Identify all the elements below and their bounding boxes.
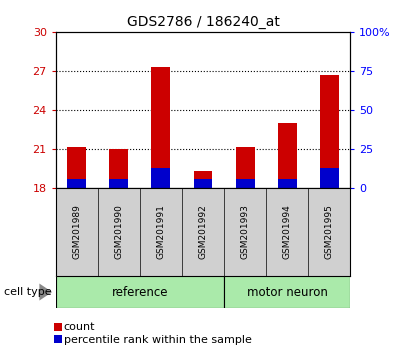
Bar — [278, 123, 297, 188]
Text: GSM201993: GSM201993 — [240, 204, 250, 259]
Text: GSM201995: GSM201995 — [325, 204, 334, 259]
Text: percentile rank within the sample: percentile rank within the sample — [64, 335, 252, 345]
Bar — [151, 67, 170, 188]
Text: reference: reference — [111, 286, 168, 298]
Text: GSM201992: GSM201992 — [199, 205, 207, 259]
Bar — [56, 276, 224, 308]
Text: count: count — [64, 322, 95, 332]
Polygon shape — [39, 284, 52, 301]
Bar — [109, 149, 128, 188]
Text: GSM201989: GSM201989 — [72, 204, 81, 259]
Bar — [151, 168, 170, 188]
Text: GSM201994: GSM201994 — [283, 205, 292, 259]
Bar — [320, 75, 339, 188]
Bar — [224, 276, 350, 308]
Text: cell type: cell type — [4, 287, 52, 297]
Bar — [109, 178, 128, 188]
Text: motor neuron: motor neuron — [247, 286, 328, 298]
Bar — [236, 178, 255, 188]
Title: GDS2786 / 186240_at: GDS2786 / 186240_at — [127, 16, 279, 29]
Bar — [278, 178, 297, 188]
Bar — [193, 171, 213, 188]
Bar — [236, 147, 255, 188]
Text: GSM201991: GSM201991 — [156, 204, 166, 259]
Bar — [320, 168, 339, 188]
Text: GSM201990: GSM201990 — [114, 204, 123, 259]
Bar — [67, 178, 86, 188]
Bar — [67, 147, 86, 188]
Bar — [193, 178, 213, 188]
